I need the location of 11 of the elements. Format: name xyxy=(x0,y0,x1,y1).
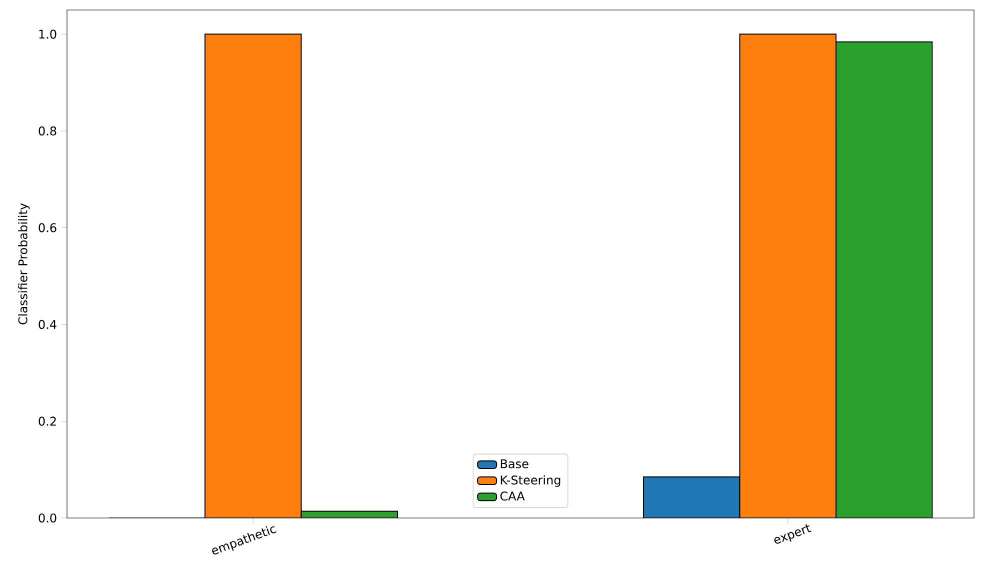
x-tick-label: expert xyxy=(774,524,812,544)
y-tick-label: 0.2 xyxy=(38,416,56,426)
y-tick-label: 0.6 xyxy=(38,223,56,232)
y-tick-label: 0.8 xyxy=(38,126,56,136)
y-axis-title: Classifier Probability xyxy=(18,203,30,324)
y-tick-label: 0.0 xyxy=(38,513,56,523)
y-tick-label: 1.0 xyxy=(39,30,56,39)
y-tick-label: 0.4 xyxy=(38,320,56,329)
legend-label: CAA xyxy=(500,492,525,501)
legend-label: K-Steering xyxy=(500,475,560,487)
legend-label: Base xyxy=(500,459,528,468)
